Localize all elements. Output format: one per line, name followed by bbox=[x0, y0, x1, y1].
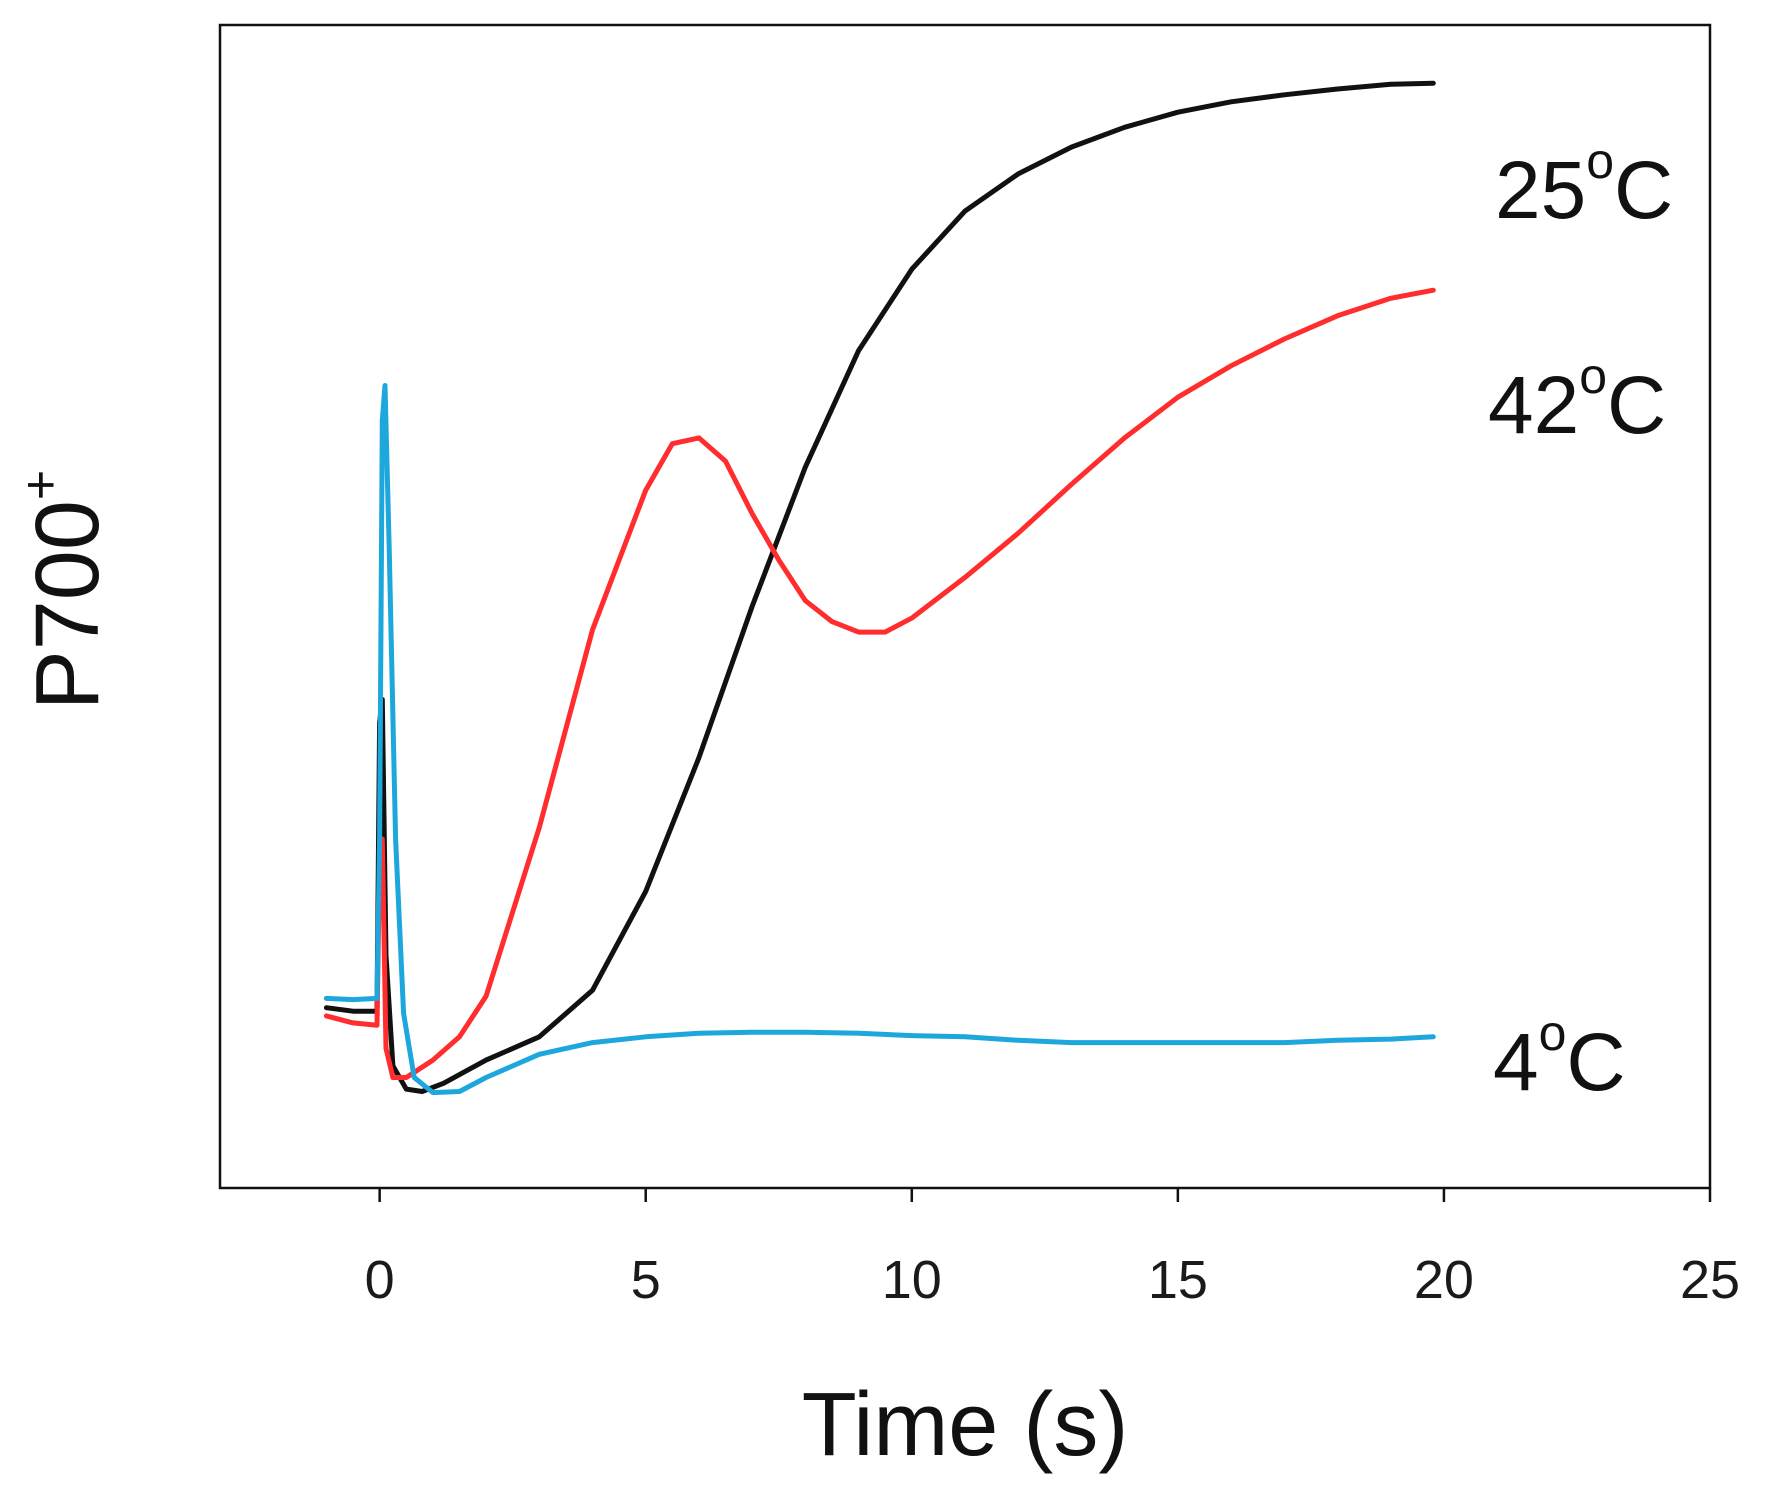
x-tick-label: 10 bbox=[882, 1250, 942, 1310]
x-tick-label: 25 bbox=[1680, 1250, 1740, 1310]
series-label-42c: 42oC bbox=[1488, 348, 1666, 451]
x-tick-label: 15 bbox=[1148, 1250, 1208, 1310]
series-label-25c: 25oC bbox=[1495, 133, 1673, 236]
x-tick-label: 5 bbox=[631, 1250, 661, 1310]
x-axis-tick-labels: 0 5 10 15 20 25 bbox=[365, 1250, 1740, 1310]
plot-frame bbox=[218, 23, 1712, 1190]
x-axis-ticks bbox=[378, 1188, 1712, 1202]
series-layer bbox=[323, 80, 1436, 1096]
series-line-25c bbox=[323, 80, 1436, 1094]
series-line-4c bbox=[323, 383, 1436, 1096]
y-axis-title: P700+ bbox=[12, 470, 118, 711]
plot-area: 0 5 10 15 20 25 bbox=[218, 23, 1740, 1310]
y-axis-title-superscript: + bbox=[12, 470, 70, 500]
series-label-4c: 4oC bbox=[1493, 1005, 1626, 1108]
series-line-42c bbox=[323, 287, 1436, 1080]
x-tick-label: 20 bbox=[1414, 1250, 1474, 1310]
y-axis-title-main: P700 bbox=[18, 500, 118, 710]
x-tick-label: 0 bbox=[365, 1250, 395, 1310]
x-axis-title: Time (s) bbox=[802, 1375, 1129, 1475]
series-labels: 25oC 42oC 4oC bbox=[1488, 133, 1673, 1108]
